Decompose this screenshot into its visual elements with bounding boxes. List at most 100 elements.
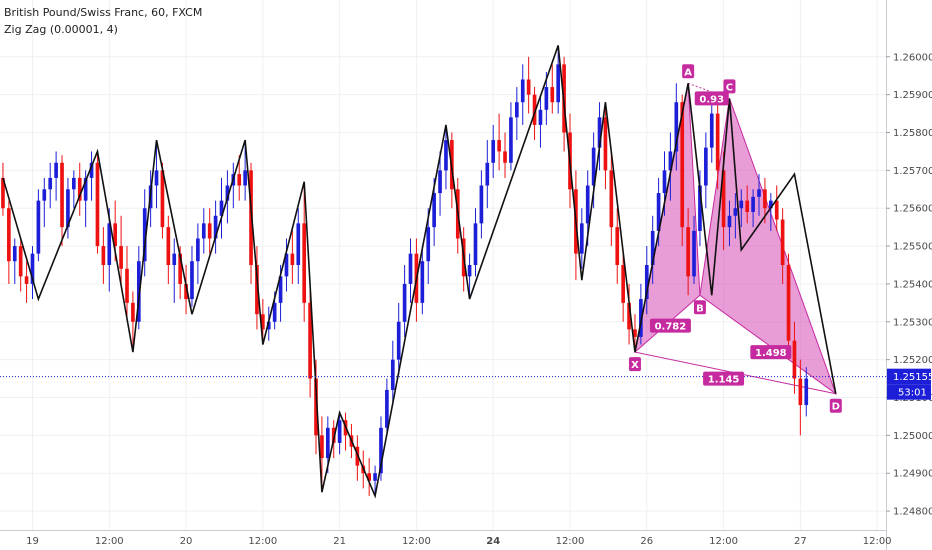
candle-body [54,162,58,178]
candle-body [479,185,484,224]
candle-body [325,427,330,459]
candle-body [119,246,123,269]
candle-body [804,378,809,406]
candle-body [113,223,118,247]
candle-body [101,246,106,265]
candle-body [266,321,271,330]
candle-body [83,177,88,201]
candle-body [786,265,791,341]
chart-legend: British Pound/Swiss Franc, 60, FXCM Zig … [4,4,202,38]
candle-body [42,189,47,201]
candle-body [72,177,76,190]
candle-body [367,473,371,481]
price-tick-label: 1.25300 [893,317,932,328]
harmonic-ratio-label: 1.145 [708,375,740,386]
price-tick-label: 1.26000 [893,52,932,63]
time-tick-label: 27 [794,536,807,547]
candle-body [396,321,401,360]
candle-body [308,302,312,379]
price-tick-label: 1.25200 [893,355,932,366]
price-axis-background [886,0,932,550]
time-tick-label: 12:00 [863,536,892,547]
candle-body [107,223,112,265]
price-tick-label: 1.25900 [893,90,932,101]
candle-body [184,283,188,300]
candle-body [503,151,507,163]
candle-body [402,283,407,322]
candle-body [243,170,247,186]
candle-body [207,223,212,239]
candle-body [302,223,307,303]
candle-body [579,223,584,254]
zigzag-line [2,45,837,499]
candle-body [739,200,744,209]
candle-body [780,219,785,265]
candle-body [36,200,41,254]
candle-body [544,87,549,110]
price-tick-label: 1.25000 [893,431,932,442]
candle-body [715,113,720,171]
candle-body [213,215,218,239]
candle-body [556,64,561,103]
price-tick-label: 1.25400 [893,279,932,290]
price-tick-label: 1.25800 [893,128,932,139]
harmonic-point-label: D [832,402,840,413]
countdown-label: 53:01 [898,388,927,399]
candle-body [290,253,295,265]
time-tick-label: 12:00 [556,536,585,547]
candle-body [686,227,690,277]
candle-body [792,340,797,379]
candle-body [136,261,141,322]
candle-body [284,253,289,277]
candle-body [473,223,478,265]
candle-body [160,170,165,228]
candle-body [331,427,336,443]
candle-body [585,185,590,224]
candle-body [142,208,147,262]
candle-body [426,227,431,262]
candle-body [95,162,100,247]
candle-body [7,208,11,262]
candle-body [627,302,631,330]
candle-body [621,265,625,303]
candle-body [18,246,23,277]
candle-body [639,299,643,337]
candle-body [172,253,177,265]
candle-body [314,378,318,436]
candle-body [1,177,5,209]
price-tick-label: 1.25500 [893,242,932,253]
harmonic-ratio-label: 0.93 [699,94,724,105]
time-tick-label: 12:00 [248,536,277,547]
harmonic-point-badge [682,64,695,79]
candle-body [385,389,389,428]
candle-body [768,200,773,209]
candle-body [633,329,637,337]
candle-body [467,265,472,277]
candle-body [278,276,283,303]
time-tick-label: 12:00 [709,536,738,547]
price-tick-label: 1.24900 [893,469,932,480]
time-tick-label: 12:00 [95,536,124,547]
candle-body [745,200,750,212]
candle-body [125,268,129,303]
candle-body [597,117,602,148]
candle-body [373,473,377,481]
harmonic-ratio-badge [649,318,691,333]
candle-body [751,196,755,212]
time-tick-label: 21 [333,536,346,547]
candle-body [774,200,779,220]
candle-body [225,185,230,201]
harmonic-triangle-xab [634,83,701,354]
candle-body [709,113,714,148]
harmonic-ratio-label: 1.498 [755,348,787,359]
harmonic-point-badge [628,357,641,372]
harmonic-ratio-badge [694,91,729,106]
candle-body [201,223,206,239]
harmonic-point-label: B [696,303,704,314]
candle-body [763,189,767,209]
candle-body [249,170,253,265]
candle-body [609,170,614,228]
harmonic-ratio-label: 0.782 [655,322,687,333]
countdown-tag [887,384,931,400]
